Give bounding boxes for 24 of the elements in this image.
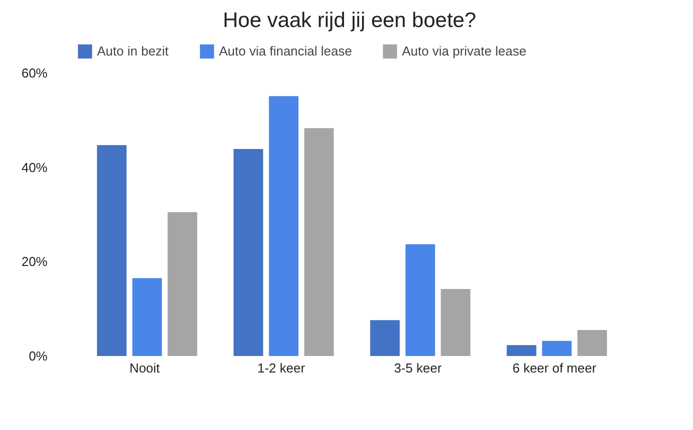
legend-label: Auto via private lease: [402, 43, 526, 58]
bar: [370, 320, 400, 356]
legend-label: Auto in bezit: [97, 43, 169, 58]
x-tick-label: 3-5 keer: [394, 360, 442, 376]
bar: [440, 289, 470, 356]
y-tick-label: 0%: [28, 348, 48, 364]
bar: [304, 128, 334, 356]
y-tick-label: 60%: [21, 66, 48, 80]
y-tick-label: 20%: [21, 254, 48, 270]
bar: [405, 244, 436, 356]
bar: [132, 278, 162, 356]
x-tick-label: 6 keer of meer: [512, 360, 597, 376]
bar: [168, 212, 198, 356]
legend-label: Auto via financial lease: [219, 43, 352, 58]
bar: [506, 345, 536, 356]
bar: [577, 330, 607, 356]
y-tick-label: 40%: [21, 160, 48, 175]
bar: [268, 96, 298, 356]
x-tick-label: 1-2 keer: [257, 360, 306, 376]
bar: [542, 340, 572, 356]
chart-title: Hoe vaak rijd jij een boete?: [222, 9, 476, 32]
bar: [96, 145, 127, 356]
x-tick-label: Nooit: [129, 360, 160, 376]
bar: [234, 148, 264, 356]
